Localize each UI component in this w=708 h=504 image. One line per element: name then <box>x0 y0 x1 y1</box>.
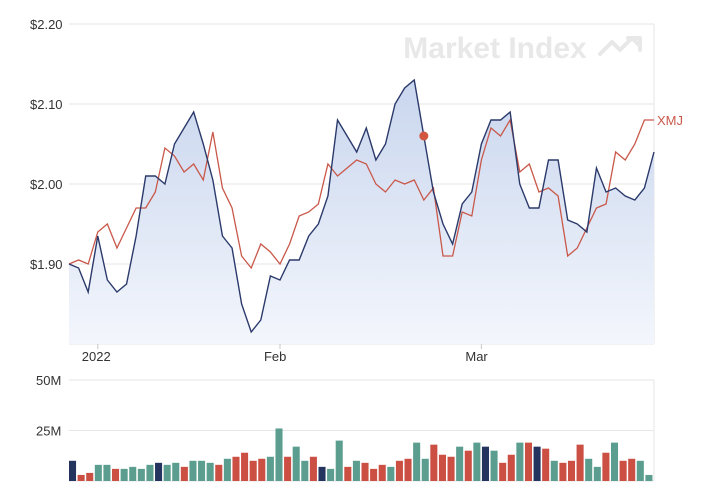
volume-bar[interactable] <box>180 466 188 481</box>
price-x-axis: 2022 Feb Mar <box>82 344 488 364</box>
volume-bar[interactable] <box>395 460 403 481</box>
volume-bar[interactable] <box>593 466 601 481</box>
volume-bar[interactable] <box>352 460 360 481</box>
volume-bar[interactable] <box>258 458 266 481</box>
volume-bar[interactable] <box>94 464 102 481</box>
volume-bar[interactable] <box>576 444 584 481</box>
volume-bar[interactable] <box>516 442 524 481</box>
volume-bar[interactable] <box>550 460 558 481</box>
volume-bar[interactable] <box>542 448 550 481</box>
volume-bar[interactable] <box>602 452 610 481</box>
volume-bar[interactable] <box>172 462 180 481</box>
compare-series-label: XMJ <box>657 113 683 128</box>
volume-bar[interactable] <box>241 452 249 481</box>
volume-bar[interactable] <box>490 450 498 481</box>
volume-bar[interactable] <box>155 462 163 481</box>
volume-bar[interactable] <box>69 460 77 481</box>
volume-bar[interactable] <box>206 462 214 481</box>
price-y-tick-label: $2.20 <box>30 17 63 32</box>
watermark-logo-icon <box>598 36 642 56</box>
x-tick-label: 2022 <box>82 349 111 364</box>
volume-bar[interactable] <box>129 466 137 481</box>
volume-bar[interactable] <box>223 458 231 481</box>
compare-series-line <box>68 118 654 270</box>
volume-bar[interactable] <box>189 460 197 481</box>
volume-y-tick-label: 25M <box>36 424 61 439</box>
volume-bar[interactable] <box>275 428 283 481</box>
volume-bar[interactable] <box>628 458 636 481</box>
volume-bar[interactable] <box>438 454 446 481</box>
price-y-axis: $2.20 $2.10 $2.00 $1.90 <box>30 17 63 272</box>
volume-bar[interactable] <box>361 462 369 481</box>
volume-bar[interactable] <box>430 444 438 481</box>
volume-bar[interactable] <box>499 462 507 481</box>
hover-marker-dot[interactable] <box>419 131 429 141</box>
volume-bar[interactable] <box>645 474 653 481</box>
volume-bar[interactable] <box>284 456 292 481</box>
volume-bar[interactable] <box>473 442 481 481</box>
volume-bar[interactable] <box>481 446 489 481</box>
volume-bar[interactable] <box>344 466 352 481</box>
volume-bar[interactable] <box>619 460 627 481</box>
volume-bar[interactable] <box>378 464 386 481</box>
volume-bar[interactable] <box>335 440 343 481</box>
volume-bars <box>69 428 653 481</box>
volume-bar[interactable] <box>464 450 472 481</box>
volume-bar[interactable] <box>77 474 85 481</box>
volume-bar[interactable] <box>318 466 326 481</box>
volume-y-tick-label: 50M <box>36 373 61 388</box>
watermark-text: Market Index <box>403 32 587 65</box>
volume-bar[interactable] <box>146 464 154 481</box>
volume-bar[interactable] <box>507 454 515 481</box>
volume-bar[interactable] <box>163 464 171 481</box>
volume-bar[interactable] <box>86 472 94 481</box>
price-y-tick-label: $2.10 <box>30 97 63 112</box>
volume-y-axis: 50M 25M <box>36 373 61 439</box>
volume-bar[interactable] <box>249 460 257 481</box>
volume-bar[interactable] <box>636 460 644 481</box>
volume-bar[interactable] <box>198 460 206 481</box>
volume-bar[interactable] <box>404 458 412 481</box>
main-series-line <box>68 78 655 334</box>
volume-bar[interactable] <box>103 464 111 481</box>
volume-bar[interactable] <box>387 466 395 481</box>
price-y-tick-label: $1.90 <box>30 257 63 272</box>
price-y-tick-label: $2.00 <box>30 177 63 192</box>
volume-bar[interactable] <box>112 468 120 481</box>
volume-bar[interactable] <box>301 460 309 481</box>
x-tick-label: Mar <box>465 349 488 364</box>
volume-bar[interactable] <box>456 446 464 481</box>
volume-bar[interactable] <box>309 456 317 481</box>
volume-bar[interactable] <box>610 442 619 481</box>
volume-bar[interactable] <box>413 442 421 481</box>
volume-bar[interactable] <box>292 446 300 481</box>
volume-bar[interactable] <box>585 458 593 481</box>
volume-bar[interactable] <box>137 468 145 481</box>
volume-bar[interactable] <box>266 456 274 481</box>
volume-bar[interactable] <box>567 460 576 481</box>
x-tick-label: Feb <box>264 349 286 364</box>
volume-bar[interactable] <box>533 446 541 481</box>
volume-bar[interactable] <box>370 468 378 481</box>
main-series-area <box>69 80 654 344</box>
volume-bar[interactable] <box>120 468 128 481</box>
volume-bar[interactable] <box>559 462 567 481</box>
volume-bar[interactable] <box>232 456 240 481</box>
volume-bar[interactable] <box>524 442 533 481</box>
volume-bar[interactable] <box>421 458 429 481</box>
volume-bar[interactable] <box>215 464 223 481</box>
volume-bar[interactable] <box>327 468 335 481</box>
volume-bar[interactable] <box>447 456 455 481</box>
